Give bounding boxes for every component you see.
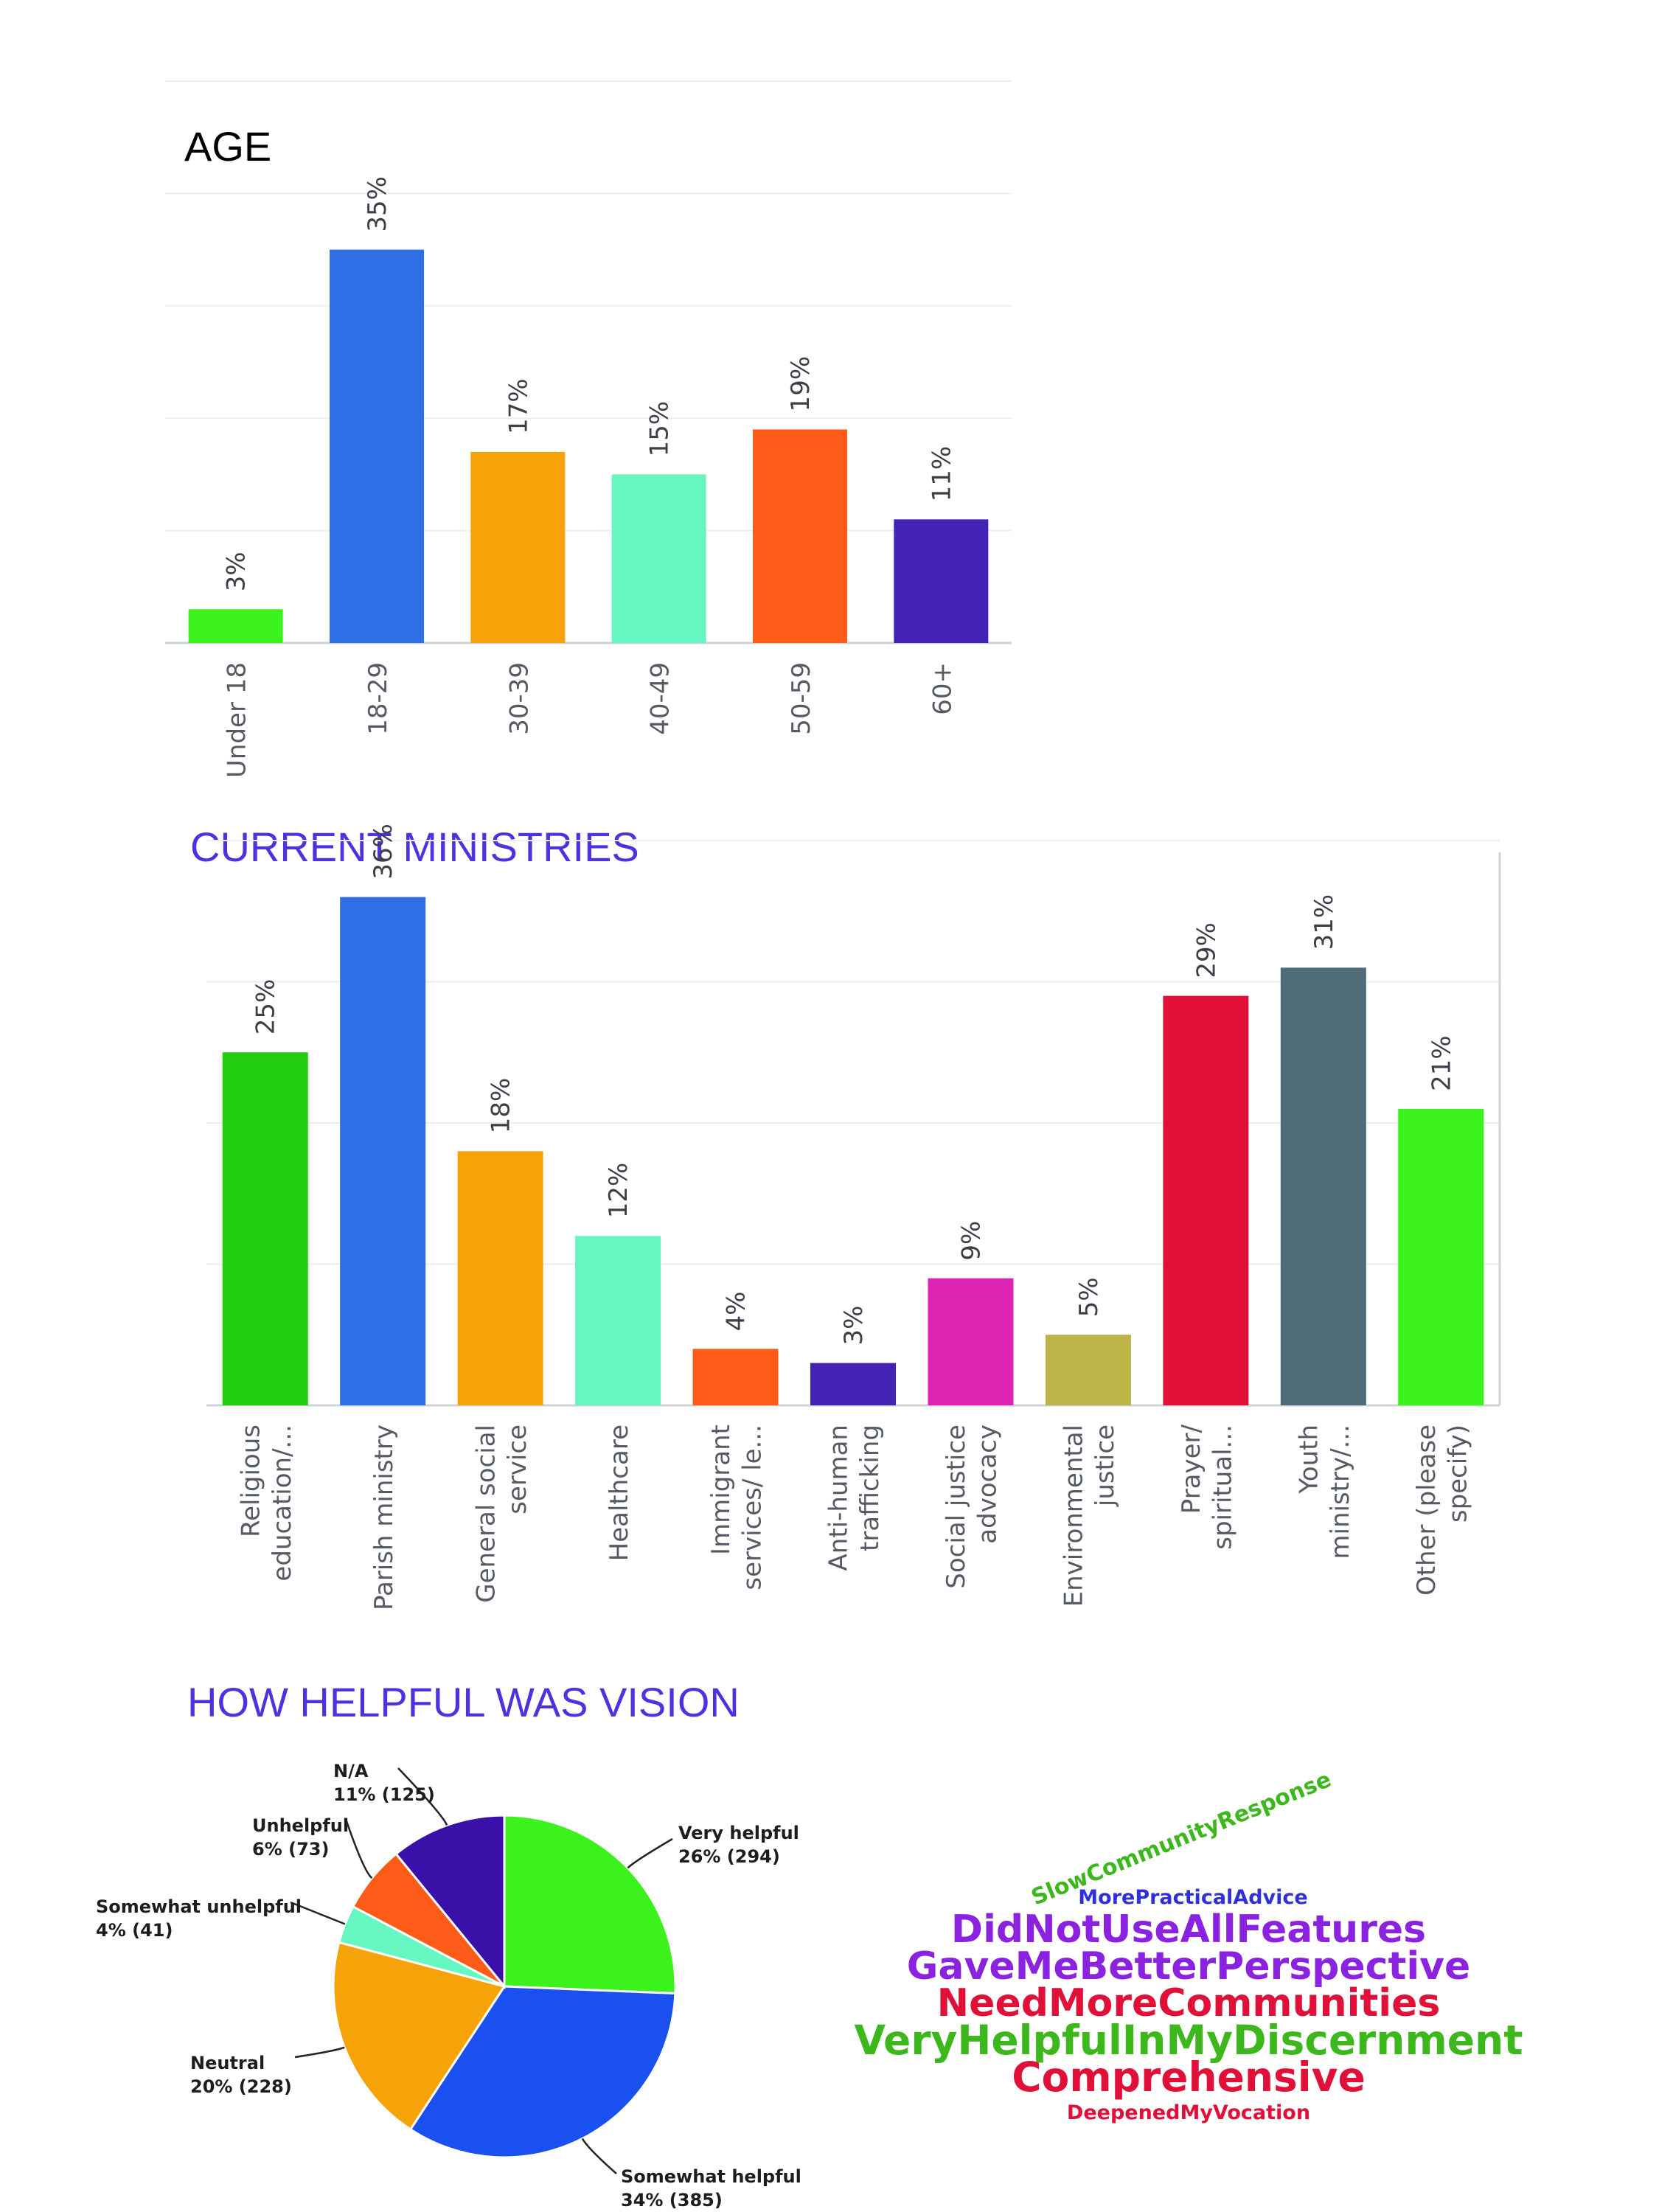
tick-label: ministry/... — [1326, 1425, 1355, 1559]
pie-label-name: Unhelpful — [252, 1815, 349, 1836]
data-label: 19% — [786, 356, 815, 412]
helpful-pie-chart: HOW HELPFUL WAS VISION Very helpful 26% (… — [96, 1679, 801, 2211]
bar-50-59 — [753, 429, 847, 643]
pie-label-value: 11% (125) — [333, 1784, 435, 1805]
data-label: 31% — [1310, 894, 1339, 950]
data-label: 18% — [487, 1078, 516, 1134]
tick-label: Environmental — [1060, 1425, 1089, 1607]
pie-label-name: N/A — [333, 1761, 369, 1781]
data-label: 11% — [927, 446, 956, 502]
cloud-word: GaveMeBetterPerspective — [907, 1944, 1471, 1989]
bar-40-49 — [611, 474, 706, 643]
pie-label-name: Somewhat helpful — [621, 2166, 801, 2187]
tick-label: 18-29 — [364, 662, 393, 735]
pie-slice-n-a — [394, 1814, 506, 1990]
bar-general-social-service — [457, 1151, 543, 1405]
age-chart-title: AGE — [184, 123, 271, 170]
helpful-chart-title: HOW HELPFUL WAS VISION — [187, 1679, 740, 1725]
data-label: 21% — [1427, 1035, 1456, 1091]
tick-label: spiritual... — [1208, 1425, 1238, 1550]
data-label: 17% — [504, 378, 533, 434]
bar-prayer-spiritual — [1163, 995, 1249, 1405]
data-label: 3% — [839, 1306, 869, 1346]
bar-parish-ministry — [340, 897, 426, 1405]
cloud-word: Comprehensive — [1012, 2053, 1366, 2101]
pie-label-value: 4% (41) — [96, 1920, 173, 1941]
ministries-chart: CURRENT MINISTRIES 25% 36% 18% 12% 4% 3% 9% 5% 2… — [190, 824, 1501, 1610]
tick-label: 50-59 — [787, 662, 816, 735]
pie-label-name: Neutral — [190, 2053, 265, 2073]
tick-label: 30-39 — [504, 662, 534, 735]
data-label: 4% — [722, 1291, 751, 1331]
tick-label: Healthcare — [605, 1425, 634, 1561]
cloud-word: DeepenedMyVocation — [1067, 2101, 1310, 2124]
age-chart: AGE 3% 35% 17% 15% 19% 11% Under 18 18-29 30-39… — [165, 80, 1012, 778]
bar-30-39 — [470, 451, 566, 643]
pie-label-name: Somewhat unhelpful — [96, 1896, 302, 1917]
tick-label: General social — [471, 1425, 501, 1603]
leader-line — [294, 2046, 345, 2059]
tick-label: 60+ — [928, 662, 957, 715]
bar-youth-ministry — [1280, 967, 1366, 1405]
data-label: 25% — [251, 979, 281, 1035]
leader-line — [345, 1820, 373, 1879]
bar-religious-education — [222, 1052, 308, 1405]
leader-line — [627, 1837, 673, 1869]
bar-anti-human-trafficking — [810, 1363, 896, 1405]
pie-label-name: Very helpful — [678, 1823, 799, 1843]
pie-label-value: 6% (73) — [252, 1839, 329, 1860]
pie-label-value: 26% (294) — [678, 1846, 780, 1867]
bar-other-please-specify — [1398, 1108, 1484, 1405]
data-label: 3% — [222, 552, 251, 591]
tick-label: Immigrant — [706, 1425, 736, 1555]
cloud-word: MorePracticalAdvice — [1078, 1886, 1307, 1909]
tick-label: specify) — [1443, 1425, 1472, 1523]
data-label: 36% — [369, 824, 398, 880]
data-label: 12% — [604, 1163, 633, 1219]
ministries-chart-title: CURRENT MINISTRIES — [190, 824, 639, 870]
bar-healthcare — [575, 1236, 661, 1405]
tick-label: justice — [1091, 1425, 1120, 1507]
tick-label: advocacy — [973, 1425, 1003, 1544]
pie-slice-very-helpful — [503, 1814, 677, 1995]
cloud-word: VeryHelpfulInMyDiscernment — [854, 2017, 1523, 2064]
bar-social-justice-advocacy — [928, 1278, 1014, 1405]
pie-label-value: 20% (228) — [190, 2076, 292, 2097]
leader-line — [397, 1767, 448, 1826]
data-label: 9% — [956, 1221, 986, 1261]
data-label: 15% — [645, 401, 675, 457]
data-label: 35% — [363, 176, 392, 232]
tick-label: trafficking — [855, 1425, 885, 1551]
tick-label: education/... — [268, 1425, 297, 1582]
tick-label: Under 18 — [223, 662, 252, 778]
tick-label: Other (please — [1412, 1425, 1441, 1596]
bar-immigrant-services-le — [692, 1349, 779, 1405]
bar-18-29 — [330, 249, 424, 644]
tick-label: Prayer/ — [1177, 1424, 1206, 1514]
tick-label: Youth — [1294, 1425, 1324, 1494]
tick-label: 40-49 — [646, 662, 675, 735]
tick-label: service — [503, 1425, 532, 1514]
leader-line — [581, 2138, 617, 2174]
tick-label: Religious — [236, 1425, 265, 1537]
bar-under-18 — [188, 609, 283, 643]
word-cloud: SlowCommunityResponseMorePracticalAdvice… — [854, 1767, 1523, 2124]
data-label: 5% — [1074, 1277, 1104, 1317]
cloud-word: NeedMoreCommunities — [937, 1981, 1441, 2025]
tick-label: Social justice — [942, 1425, 971, 1589]
tick-label: Anti-human — [824, 1425, 854, 1571]
tick-label: Parish ministry — [369, 1425, 399, 1610]
bar-environmental-justice — [1045, 1335, 1131, 1405]
pie-slice-neutral — [332, 1941, 507, 2131]
data-label: 29% — [1192, 922, 1221, 978]
cloud-word: DidNotUseAllFeatures — [951, 1907, 1426, 1952]
tick-label: services/ le... — [738, 1425, 768, 1590]
bar-60 — [894, 519, 989, 643]
pie-label-value: 34% (385) — [621, 2190, 723, 2211]
leader-line — [290, 1901, 346, 1925]
